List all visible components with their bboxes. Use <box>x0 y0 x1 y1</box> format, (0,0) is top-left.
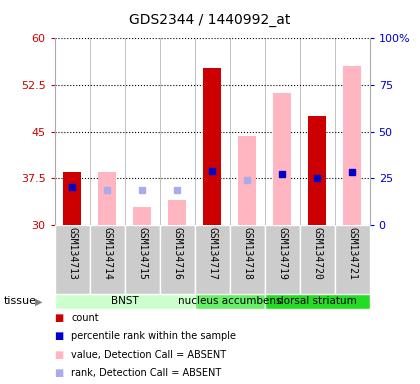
Text: rank, Detection Call = ABSENT: rank, Detection Call = ABSENT <box>71 368 222 378</box>
Text: GSM134720: GSM134720 <box>312 227 322 280</box>
Text: BNST: BNST <box>111 296 139 306</box>
Text: GSM134714: GSM134714 <box>102 227 112 280</box>
Bar <box>344 66 361 225</box>
Text: GSM134719: GSM134719 <box>277 227 287 280</box>
FancyBboxPatch shape <box>230 225 265 294</box>
Text: nucleus accumbens: nucleus accumbens <box>178 296 281 306</box>
FancyBboxPatch shape <box>160 225 194 294</box>
FancyBboxPatch shape <box>194 225 230 294</box>
Bar <box>194 294 265 309</box>
Bar <box>63 172 81 225</box>
FancyBboxPatch shape <box>125 225 160 294</box>
Bar <box>265 294 370 309</box>
Text: GSM134717: GSM134717 <box>207 227 217 280</box>
FancyBboxPatch shape <box>55 225 89 294</box>
Text: GSM134713: GSM134713 <box>67 227 77 280</box>
Bar <box>98 172 116 225</box>
FancyBboxPatch shape <box>265 225 299 294</box>
FancyBboxPatch shape <box>299 225 335 294</box>
Bar <box>203 68 221 225</box>
Text: GSM134716: GSM134716 <box>172 227 182 280</box>
FancyBboxPatch shape <box>89 225 125 294</box>
Text: count: count <box>71 313 99 323</box>
Text: ■: ■ <box>55 313 64 323</box>
Bar <box>168 200 186 225</box>
Text: tissue: tissue <box>4 296 37 306</box>
Bar <box>308 116 326 225</box>
Bar <box>239 136 256 225</box>
Text: GSM134718: GSM134718 <box>242 227 252 280</box>
Text: ■: ■ <box>55 368 64 378</box>
Text: value, Detection Call = ABSENT: value, Detection Call = ABSENT <box>71 350 226 360</box>
Bar <box>273 93 291 225</box>
Text: GSM134715: GSM134715 <box>137 227 147 280</box>
Text: ▶: ▶ <box>35 296 42 306</box>
Text: percentile rank within the sample: percentile rank within the sample <box>71 331 236 341</box>
Bar <box>55 294 194 309</box>
Text: ■: ■ <box>55 350 64 360</box>
Text: dorsal striatum: dorsal striatum <box>277 296 357 306</box>
FancyBboxPatch shape <box>335 225 370 294</box>
Text: GSM134721: GSM134721 <box>347 227 357 280</box>
Text: ■: ■ <box>55 331 64 341</box>
Text: GDS2344 / 1440992_at: GDS2344 / 1440992_at <box>129 13 291 27</box>
Bar <box>134 207 151 225</box>
